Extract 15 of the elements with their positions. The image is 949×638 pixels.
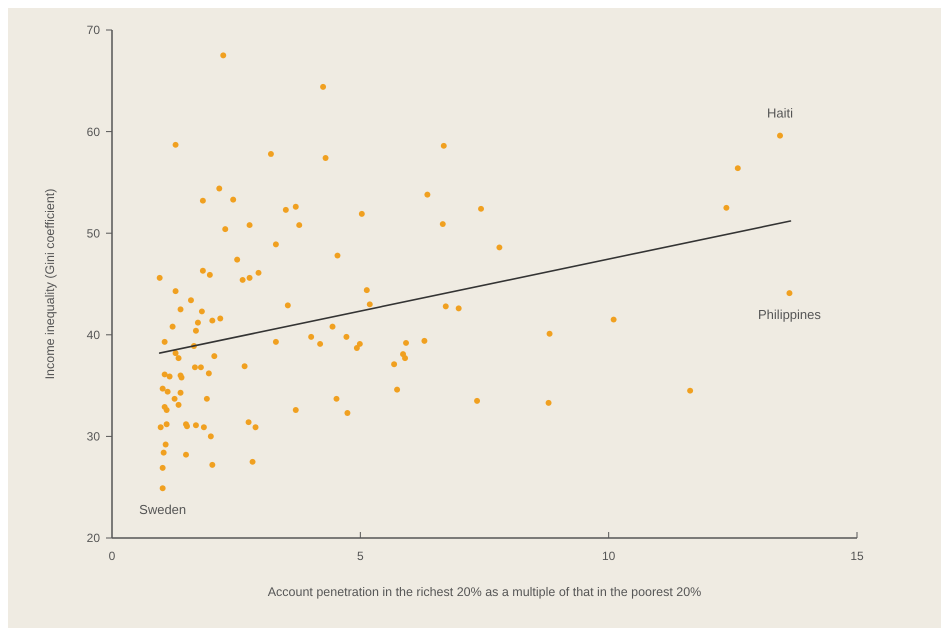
annotation: Sweden bbox=[139, 502, 186, 518]
x-axis-title: Account penetration in the richest 20% as a multiple of that in the poorest 20% bbox=[268, 585, 702, 599]
x-tick-label: 15 bbox=[850, 549, 864, 563]
annotation: Haiti bbox=[767, 106, 794, 121]
x-tick-label: 5 bbox=[356, 549, 364, 563]
y-tick-label: 50 bbox=[86, 226, 100, 240]
x-tick-label: 0 bbox=[108, 549, 116, 563]
y-axis-title: Income inequality (Gini coefficient) bbox=[43, 188, 57, 380]
y-tick-label: 20 bbox=[86, 531, 100, 546]
y-tick-label: 60 bbox=[86, 124, 100, 139]
y-tick-label: 30 bbox=[86, 430, 100, 444]
y-tick-label: 40 bbox=[86, 328, 100, 342]
x-tick-label: 10 bbox=[602, 549, 616, 563]
annotation: Philippines bbox=[758, 307, 822, 322]
y-tick-label: 70 bbox=[86, 23, 100, 38]
